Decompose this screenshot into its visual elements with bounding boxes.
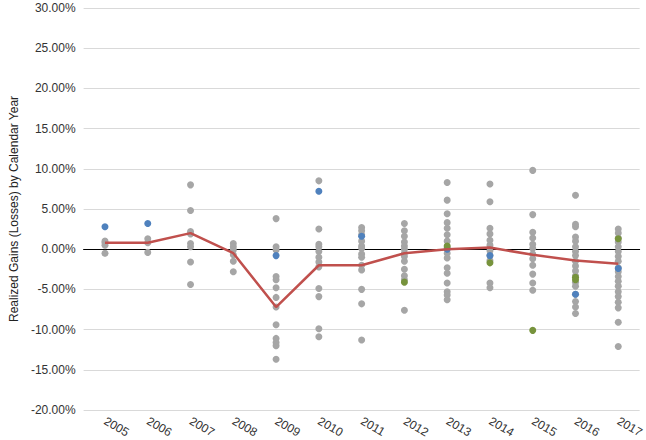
svg-text:2016: 2016 — [572, 414, 602, 440]
svg-text:10.00%: 10.00% — [35, 162, 76, 176]
svg-text:2013: 2013 — [444, 414, 474, 440]
svg-text:-20.00%: -20.00% — [31, 403, 76, 417]
svg-text:2007: 2007 — [187, 414, 217, 440]
svg-text:-10.00%: -10.00% — [31, 323, 76, 337]
svg-text:15.00%: 15.00% — [35, 122, 76, 136]
svg-text:0.00%: 0.00% — [42, 242, 76, 256]
svg-text:-5.00%: -5.00% — [38, 282, 76, 296]
svg-text:20.00%: 20.00% — [35, 81, 76, 95]
svg-text:2015: 2015 — [529, 414, 559, 440]
svg-text:2017: 2017 — [615, 414, 645, 440]
svg-text:5.00%: 5.00% — [42, 202, 76, 216]
svg-text:Realized Gains (Losses) by Cal: Realized Gains (Losses) by Calendar Year — [7, 96, 21, 322]
svg-text:25.00%: 25.00% — [35, 41, 76, 55]
svg-text:2010: 2010 — [315, 414, 345, 440]
svg-text:2008: 2008 — [230, 414, 260, 440]
svg-text:-15.00%: -15.00% — [31, 363, 76, 377]
svg-text:2009: 2009 — [273, 414, 303, 440]
svg-text:2006: 2006 — [144, 414, 174, 440]
svg-text:2005: 2005 — [101, 414, 131, 440]
svg-text:2011: 2011 — [358, 414, 388, 439]
svg-text:2014: 2014 — [486, 414, 516, 440]
svg-text:2012: 2012 — [401, 414, 431, 440]
svg-text:30.00%: 30.00% — [35, 1, 76, 15]
